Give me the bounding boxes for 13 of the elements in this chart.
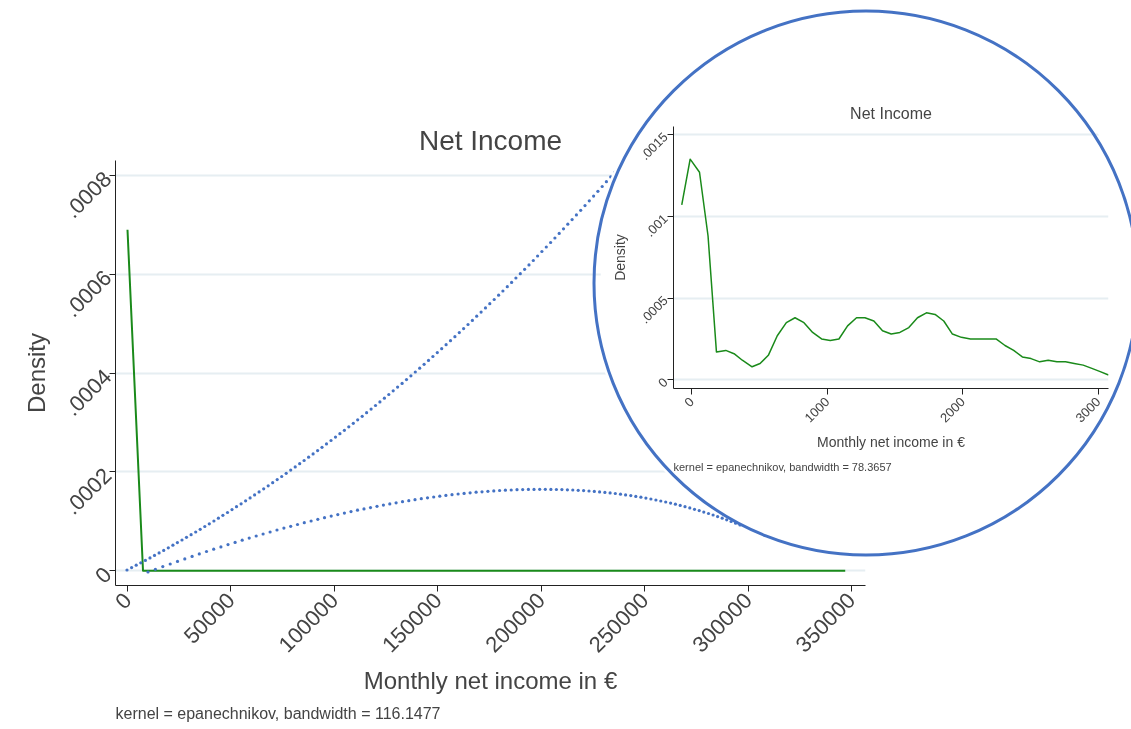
x-tick-label: 0: [681, 394, 698, 410]
chart-title: Net Income: [418, 124, 563, 156]
x-axis-title: Monthly net income in €: [817, 434, 966, 451]
y-axis-title: Density: [612, 234, 629, 281]
x-tick-label: 0: [110, 587, 137, 614]
y-tick-label: 0: [90, 561, 117, 589]
chart-title: Net Income: [850, 104, 933, 122]
y-tick-label: .001: [642, 211, 671, 240]
text: kernel = epanechnikov, bandwidth = 116.1477: [115, 704, 441, 722]
x-axis-title: Monthly net income in €: [363, 667, 618, 695]
y-tick-label: 0: [655, 374, 671, 391]
y-axis-title: Density: [22, 332, 50, 414]
annotation: kernel = epanechnikov, bandwidth = 78.3657: [673, 460, 892, 473]
